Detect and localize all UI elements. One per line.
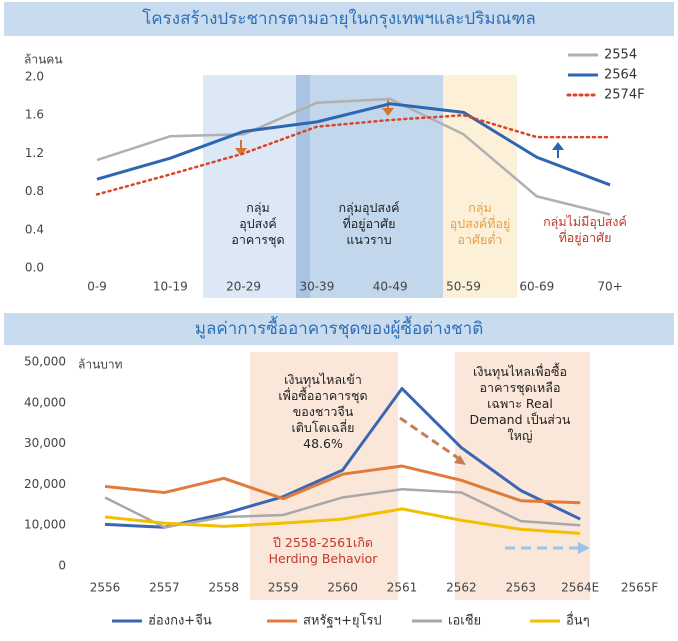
annotation-line: กลุ่ม [468,200,491,216]
y-tick-label: 20,000 [24,477,66,491]
annotation-line: ของชาวจีน [293,404,354,419]
annotation: เงินทุนไหลเพื่อซื้ออาคารชุดเหลือเฉพาะ Re… [470,362,571,443]
y-tick-label: 1.2 [25,146,44,160]
annotation-line: เงินทุนไหลเพื่อซื้อ [473,362,567,380]
x-tick-label: 30-39 [299,280,334,294]
legend-label: เอเชีย [448,613,481,629]
annotation-line: แนวราบ [346,232,391,247]
title-bar [4,313,674,345]
annotation-line: เติบโตเฉลี่ย [292,419,355,435]
annotation-line: อาคารชุด [231,232,284,248]
arrow [235,140,247,156]
series-line [104,507,581,535]
annotation: กลุ่มอุปสงค์อาคารชุด [231,200,284,248]
annotation-line: ใหญ่ [508,428,533,443]
annotation-line: เฉพาะ Real [487,396,553,411]
y-tick-label: 50,000 [24,355,66,369]
group-band [203,75,296,298]
y-axis-label: ล้านคน [24,53,63,67]
arrow [454,455,466,465]
arrow [578,542,590,554]
x-tick-label: 10-19 [153,280,188,294]
annotation-line: อุปสงค์ที่อยู่ [450,215,511,232]
series-line [96,102,611,187]
annotation: เงินทุนไหลเข้าเพื่อซื้ออาคารชุดของชาวจีน… [278,372,367,451]
x-tick-label: 20-29 [226,280,261,294]
legend-label: อื่นๆ [566,612,590,629]
x-tick-label: 2560 [327,581,358,595]
chart-title: มูลค่าการซื้ออาคารชุดของผู้ซื้อต่างชาติ [195,316,484,339]
legend-label: 2554 [604,48,637,63]
arrow [382,100,394,116]
annotation-line: 48.6% [303,436,343,451]
annotation-line: กลุ่มไม่มีอุปสงค์ [543,214,627,230]
y-tick-label: 0.4 [25,222,44,236]
y-tick-label: 0 [58,559,66,573]
annotation-line: กลุ่ม [246,200,269,216]
series-line [104,464,581,505]
annotation-line: อาศัยต่ำ [458,231,503,247]
x-tick-label: 2562 [446,581,477,595]
x-tick-label: 2561 [387,581,418,595]
annotation-line: เพื่อซื้ออาคารชุด [278,386,367,404]
y-tick-label: 0.0 [25,261,44,275]
x-tick-label: 50-59 [446,280,481,294]
x-tick-label: 2558 [209,581,240,595]
y-tick-label: 0.8 [25,184,44,198]
y-tick-label: 30,000 [24,436,66,450]
period-band [250,352,398,600]
annotation-line: Demand เป็นส่วน [470,412,571,427]
x-tick-label: 2559 [268,581,299,595]
group-band [443,75,517,298]
annotation: กลุ่มอุปสงค์ที่อยู่อาศัยแนวราบ [338,200,399,247]
x-tick-label: 60-69 [519,280,554,294]
arrow [399,416,459,460]
annotation: กลุ่มไม่มีอุปสงค์ที่อยู่อาศัย [543,214,627,246]
x-tick-label: 0-9 [87,280,107,294]
y-tick-label: 2.0 [25,70,44,84]
x-tick-label: 2563 [506,581,537,595]
arrow [552,142,564,158]
x-tick-label: 2557 [149,581,180,595]
annotation-line: ที่อยู่อาศัย [559,229,612,246]
chart-title: โครงสร้างประชากรตามอายุในกรุงเทพฯและปริม… [142,8,536,29]
annotation-line: ปี 2558-2561เกิด [273,535,373,550]
legend-label: สหรัฐฯ+ยุโรป [303,613,382,629]
x-tick-label: 2556 [90,581,121,595]
x-tick-label: 2565F [621,581,659,595]
annotation-line: ที่อยู่อาศัย [343,215,396,232]
y-axis-label: ล้านบาท [78,358,123,372]
y-tick-label: 10,000 [24,518,66,532]
title-bar [4,2,674,36]
annotation-line: Herding Behavior [269,551,379,566]
series-line [96,97,611,216]
y-tick-label: 40,000 [24,395,66,409]
x-tick-label: 70+ [597,280,622,294]
legend-label: 2564 [604,68,637,83]
x-tick-label: 40-49 [373,280,408,294]
annotation: กลุ่มอุปสงค์ที่อยู่อาศัยต่ำ [450,200,511,247]
legend-label: 2574F [604,88,645,103]
period-band [455,352,590,600]
annotation-line: อาคารชุดเหลือ [480,380,561,396]
annotation-line: กลุ่มอุปสงค์ [338,200,399,216]
annotation-line: เงินทุนไหลเข้า [284,372,362,388]
series-line [95,113,612,196]
x-tick-label: 2564E [561,581,599,595]
annotation-line: อุปสงค์ [239,216,277,232]
legend-label: ฮ่องกง+จีน [148,613,212,629]
annotation: ปี 2558-2561เกิด Herding Behavior [269,535,379,566]
y-tick-label: 1.6 [25,108,44,122]
